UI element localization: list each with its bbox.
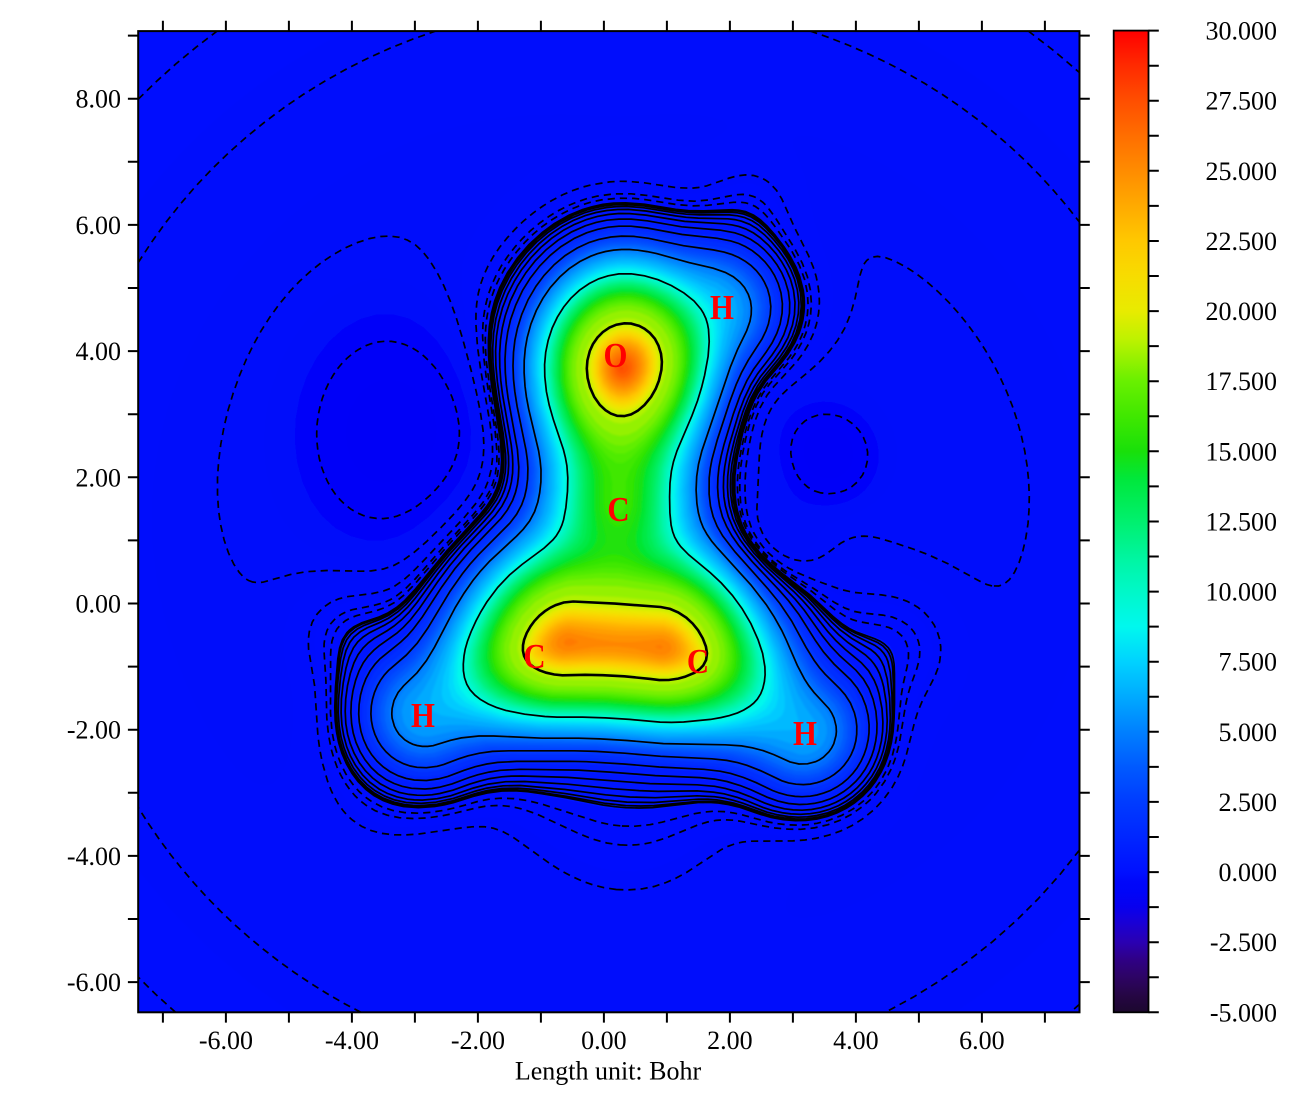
svg-text:-4.00: -4.00 <box>325 1026 379 1055</box>
svg-text:12.500: 12.500 <box>1206 508 1278 537</box>
svg-text:22.500: 22.500 <box>1206 227 1278 256</box>
svg-text:C: C <box>523 638 545 676</box>
svg-text:-2.00: -2.00 <box>67 716 121 745</box>
svg-text:-2.500: -2.500 <box>1210 928 1277 957</box>
svg-text:Length unit: Bohr: Length unit: Bohr <box>515 1057 702 1086</box>
svg-text:-2.00: -2.00 <box>451 1026 505 1055</box>
svg-text:6.00: 6.00 <box>959 1026 1005 1055</box>
svg-text:20.000: 20.000 <box>1206 297 1278 326</box>
svg-text:4.00: 4.00 <box>833 1026 879 1055</box>
svg-text:O: O <box>604 337 628 375</box>
svg-text:2.500: 2.500 <box>1219 788 1278 817</box>
svg-text:0.000: 0.000 <box>1219 858 1278 887</box>
svg-text:-5.000: -5.000 <box>1210 998 1277 1027</box>
svg-text:15.000: 15.000 <box>1206 437 1278 466</box>
svg-text:27.500: 27.500 <box>1206 87 1278 116</box>
svg-text:-6.00: -6.00 <box>199 1026 253 1055</box>
svg-text:-6.00: -6.00 <box>67 968 121 997</box>
svg-text:8.00: 8.00 <box>76 85 122 114</box>
svg-text:4.00: 4.00 <box>76 337 122 366</box>
svg-text:2.00: 2.00 <box>707 1026 753 1055</box>
svg-text:C: C <box>607 491 629 529</box>
svg-text:6.00: 6.00 <box>76 211 122 240</box>
svg-text:0.00: 0.00 <box>581 1026 627 1055</box>
svg-text:5.000: 5.000 <box>1219 718 1278 747</box>
svg-text:H: H <box>793 715 817 753</box>
svg-text:H: H <box>710 289 734 327</box>
svg-text:10.000: 10.000 <box>1206 578 1278 607</box>
svg-text:0.00: 0.00 <box>76 590 122 619</box>
svg-text:C: C <box>687 643 709 681</box>
svg-text:H: H <box>411 697 435 735</box>
svg-text:2.00: 2.00 <box>76 463 122 492</box>
svg-text:17.500: 17.500 <box>1206 367 1278 396</box>
svg-text:-4.00: -4.00 <box>67 842 121 871</box>
svg-text:30.000: 30.000 <box>1206 17 1278 46</box>
svg-text:25.000: 25.000 <box>1206 157 1278 186</box>
svg-text:7.500: 7.500 <box>1219 648 1278 677</box>
